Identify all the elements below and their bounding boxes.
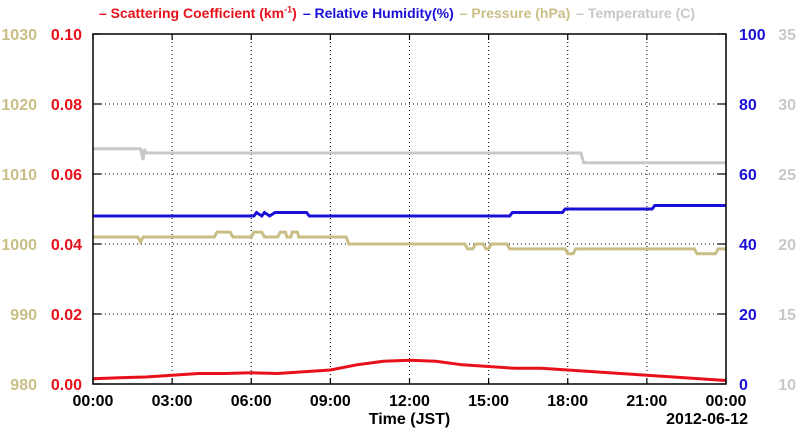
x-tick-label: 12:00 bbox=[389, 393, 430, 410]
series-line-pressure bbox=[93, 230, 726, 256]
series-lines bbox=[92, 147, 727, 382]
ticks: 00:00 03:00 06:00 09:00 12:00 15:00 18:00 21:00… bbox=[1, 27, 796, 410]
legend-item: – Scattering Coefficient (km-1) bbox=[98, 4, 297, 21]
humidity-tick-label: 100 bbox=[739, 27, 766, 44]
humidity-tick-label: 0 bbox=[739, 377, 748, 394]
legend-item: – Relative Humidity(%) bbox=[302, 4, 454, 21]
pressure-tick-label: 1020 bbox=[1, 97, 37, 114]
temperature-tick-label: 30 bbox=[778, 97, 796, 114]
x-tick-label: 03:00 bbox=[152, 393, 193, 410]
scattering-tick-label: 0.00 bbox=[51, 377, 82, 394]
temperature-tick-label: 35 bbox=[778, 27, 796, 44]
x-tick-label: 09:00 bbox=[310, 393, 351, 410]
scattering-tick-label: 0.02 bbox=[51, 307, 82, 324]
scattering-tick-label: 0.06 bbox=[51, 167, 82, 184]
scattering-tick-label: 0.04 bbox=[51, 237, 82, 254]
scattering-tick-label: 0.10 bbox=[51, 27, 82, 44]
series-line-humidity bbox=[93, 204, 726, 219]
scattering-tick-label: 0.08 bbox=[51, 97, 82, 114]
x-tick-label: 21:00 bbox=[626, 393, 667, 410]
pressure-tick-label: 1010 bbox=[1, 167, 37, 184]
humidity-tick-label: 40 bbox=[739, 237, 757, 254]
temperature-tick-label: 15 bbox=[778, 307, 796, 324]
x-axis-label: Time (JST) bbox=[369, 411, 451, 428]
chart-legend: – Scattering Coefficient (km-1) – Relativ… bbox=[0, 4, 800, 21]
series-line-temperature bbox=[93, 147, 726, 165]
pressure-tick-label: 1000 bbox=[1, 237, 37, 254]
x-tick-label: 18:00 bbox=[547, 393, 588, 410]
series-line-scattering bbox=[92, 358, 727, 382]
temperature-tick-label: 20 bbox=[778, 237, 796, 254]
date-label: 2012-06-12 bbox=[666, 411, 748, 428]
x-tick-label: 00:00 bbox=[73, 393, 114, 410]
humidity-tick-label: 80 bbox=[739, 97, 757, 114]
humidity-tick-label: 20 bbox=[739, 307, 757, 324]
temperature-tick-label: 25 bbox=[778, 167, 796, 184]
x-tick-label: 00:00 bbox=[706, 393, 747, 410]
x-tick-label: 15:00 bbox=[468, 393, 509, 410]
x-tick-label: 06:00 bbox=[231, 393, 272, 410]
legend-item: – Temperature (C) bbox=[576, 4, 696, 21]
legend-item: – Pressure (hPa) bbox=[459, 4, 571, 21]
pressure-tick-label: 1030 bbox=[1, 27, 37, 44]
pressure-tick-label: 990 bbox=[10, 307, 37, 324]
temperature-tick-label: 10 bbox=[778, 377, 796, 394]
humidity-tick-label: 60 bbox=[739, 167, 757, 184]
pressure-tick-label: 980 bbox=[10, 377, 37, 394]
